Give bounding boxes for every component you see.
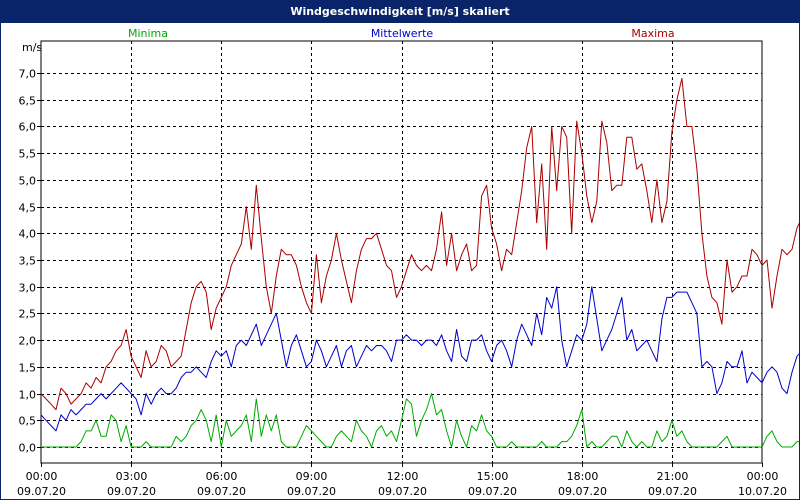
x-tick-date: 10.07.20 <box>738 485 787 498</box>
x-tick-date: 09.07.20 <box>468 485 517 498</box>
y-tick-label: 0,5 <box>19 415 37 428</box>
y-tick-label: 5,5 <box>19 148 37 161</box>
series-line-maxima <box>40 77 799 411</box>
x-tick-date: 09.07.20 <box>558 485 607 498</box>
y-tick-label: 6,0 <box>19 121 37 134</box>
plot-area <box>40 40 763 464</box>
legend-mittelwerte: Mittelwerte <box>371 27 434 40</box>
y-tick-label: 1,0 <box>19 389 37 402</box>
x-tick-time: 18:00 <box>567 470 599 483</box>
y-tick-label: 4,5 <box>19 202 37 215</box>
window-title: Windgeschwindigkeit [m/s] skaliert <box>1 1 799 23</box>
x-tick-date: 09.07.20 <box>17 485 66 498</box>
x-tick-date: 09.07.20 <box>197 485 246 498</box>
y-tick-label: 1,5 <box>19 362 37 375</box>
y-tick-label: 0,0 <box>19 442 37 455</box>
x-tick-time: 09:00 <box>296 470 328 483</box>
x-tick-time: 12:00 <box>387 470 419 483</box>
y-tick-label: 4,0 <box>19 228 37 241</box>
y-tick-label: 3,5 <box>19 255 37 268</box>
x-tick-date: 09.07.20 <box>378 485 427 498</box>
x-tick-date: 09.07.20 <box>287 485 336 498</box>
x-tick-time: 00:00 <box>747 470 779 483</box>
y-axis-label: m/s <box>22 41 42 54</box>
x-tick-time: 15:00 <box>477 470 509 483</box>
y-tick-label: 2,0 <box>19 335 37 348</box>
series-line-minima <box>41 393 799 448</box>
x-tick-time: 03:00 <box>116 470 148 483</box>
y-tick-label: 7,0 <box>19 68 37 81</box>
x-tick-date: 09.07.20 <box>107 485 156 498</box>
y-tick-label: 6,5 <box>19 95 37 108</box>
legend-minima: Minima <box>128 27 168 40</box>
y-tick-label: 2,5 <box>19 308 37 321</box>
x-tick-time: 21:00 <box>657 470 689 483</box>
x-tick-date: 09.07.20 <box>648 485 697 498</box>
y-tick-label: 5,0 <box>19 175 37 188</box>
y-tick-label: 3,0 <box>19 282 37 295</box>
x-tick-time: 06:00 <box>206 470 238 483</box>
legend-maxima: Maxima <box>631 27 674 40</box>
series-line-mittelwerte <box>40 286 799 432</box>
x-tick-time: 00:00 <box>26 470 58 483</box>
